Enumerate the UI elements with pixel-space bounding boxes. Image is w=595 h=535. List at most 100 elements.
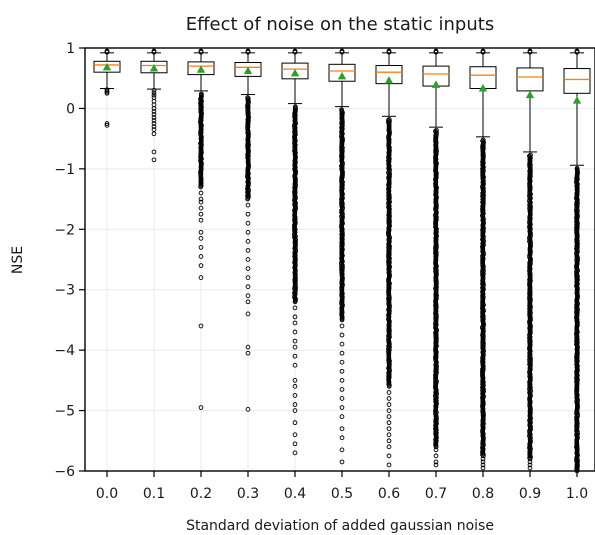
outlier-point	[386, 408, 392, 413]
outlier-point	[198, 100, 203, 106]
outlier-point	[245, 196, 250, 202]
outlier-point	[245, 344, 251, 350]
outlier-point	[386, 426, 392, 432]
mean-marker	[196, 65, 206, 73]
y-tick-label: −5	[54, 404, 75, 420]
outlier-point	[151, 106, 157, 111]
x-tick-label: 0.2	[190, 486, 212, 502]
outlier-point	[292, 432, 298, 438]
y-tick-label: 0	[66, 101, 75, 117]
outlier-point	[386, 402, 392, 407]
outlier-point	[245, 220, 251, 226]
outlier-point	[292, 384, 298, 389]
outlier-point	[292, 450, 298, 456]
outlier-point	[339, 48, 345, 54]
outlier-point	[198, 236, 204, 241]
outlier-point	[198, 245, 204, 250]
outlier-point	[339, 341, 345, 347]
box-group-0.8	[469, 48, 497, 471]
outlier-point	[292, 338, 298, 344]
outlier-point	[480, 459, 486, 465]
outlier-point	[292, 441, 298, 447]
outlier-point	[574, 48, 580, 54]
box-group-0.6	[375, 48, 403, 468]
y-axis: 1 0 −1 −2 −3 −4 −5 −6	[54, 41, 85, 480]
outlier-point	[151, 149, 157, 155]
outlier-point	[339, 435, 345, 441]
mean-marker	[384, 76, 394, 84]
outlier-point	[340, 263, 345, 268]
outlier-point	[198, 205, 204, 211]
outlier-point	[292, 299, 298, 305]
box-group-0.2	[187, 48, 215, 410]
outlier-point	[433, 453, 439, 459]
outlier-point	[480, 462, 486, 468]
outlier-point	[292, 402, 298, 407]
outlier-point	[151, 121, 157, 126]
outlier-point	[386, 396, 392, 401]
outlier-point	[198, 254, 204, 259]
x-tick-label: 0.4	[284, 486, 306, 502]
outlier-point	[433, 447, 439, 453]
outlier-point	[198, 196, 204, 202]
outlier-point	[574, 465, 580, 471]
mean-marker	[572, 96, 582, 104]
outlier-point	[292, 420, 298, 426]
x-tick-label: 0.0	[96, 486, 118, 502]
outlier-point	[339, 323, 345, 329]
outlier-point	[433, 48, 439, 54]
outlier-point	[339, 359, 345, 365]
box-group-0.3	[234, 48, 262, 412]
outlier-point	[151, 115, 157, 120]
mean-marker	[102, 62, 112, 71]
box-group-0.7	[422, 48, 450, 468]
x-tick-label: 0.3	[237, 486, 259, 502]
axes-frame	[84, 47, 595, 472]
outlier-point	[339, 368, 345, 374]
outlier-point	[386, 414, 392, 419]
outlier-point	[527, 456, 533, 462]
outlier-point	[527, 465, 533, 471]
outlier-point	[245, 248, 251, 253]
outlier-point	[245, 229, 251, 235]
outlier-point	[245, 266, 251, 271]
outlier-point	[386, 420, 392, 426]
outlier-point	[292, 353, 298, 359]
outlier-point	[292, 305, 298, 311]
outlier-point	[198, 263, 204, 268]
outlier-point	[245, 293, 251, 299]
outlier-point	[245, 299, 251, 305]
outlier-point	[245, 211, 251, 217]
outlier-point	[245, 202, 251, 208]
mean-marker	[525, 90, 535, 99]
outlier-point	[198, 275, 204, 280]
x-tick-label: 0.7	[425, 486, 447, 502]
box-group-0.4	[281, 48, 309, 456]
y-tick-label: −1	[54, 162, 75, 178]
outlier-point	[339, 426, 345, 432]
box-group-0.0	[93, 48, 121, 128]
outlier-point	[292, 48, 298, 54]
x-tick-label: 0.8	[472, 486, 494, 502]
outlier-point	[527, 48, 533, 54]
x-axis-label: Standard deviation of added gaussian noi…	[186, 518, 494, 534]
outlier-point	[245, 48, 251, 54]
outlier-point	[151, 48, 157, 54]
outlier-point	[198, 229, 204, 235]
outlier-point	[575, 350, 580, 356]
outlier-point	[151, 124, 157, 129]
x-tick-label: 1.0	[566, 486, 588, 502]
mean-marker	[290, 68, 300, 77]
outlier-point	[245, 407, 251, 412]
outlier-point	[245, 311, 251, 317]
outlier-point	[198, 323, 204, 329]
outlier-point	[151, 90, 157, 96]
mean-marker	[149, 64, 159, 72]
outlier-point	[386, 48, 392, 54]
outlier-point	[339, 387, 345, 392]
outlier-point	[198, 211, 204, 217]
mean-marker	[431, 80, 441, 88]
plot-area	[93, 48, 591, 474]
outlier-point	[198, 199, 204, 205]
outlier-point	[433, 444, 439, 450]
